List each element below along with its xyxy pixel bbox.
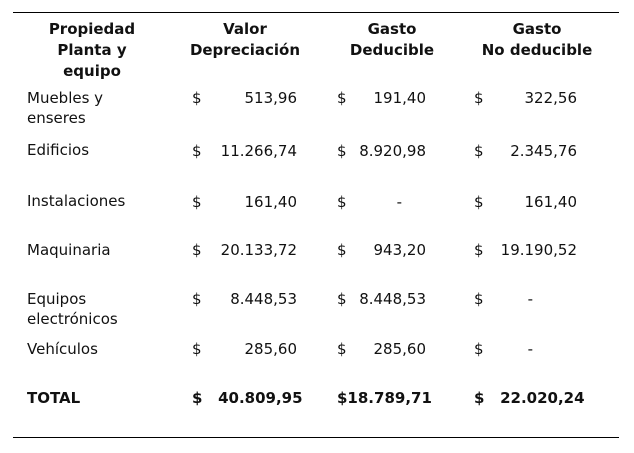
currency-symbol: $ — [474, 241, 484, 259]
currency-symbol: $ — [337, 142, 347, 160]
currency-symbol: $ — [337, 290, 347, 308]
table-row-label: Vehículos — [27, 340, 98, 358]
valor-depreciacion-value: 513,96 — [244, 89, 298, 107]
currency-symbol: $ — [337, 193, 347, 211]
table-row-label: Instalaciones — [27, 192, 126, 210]
currency-symbol: $ — [337, 89, 347, 107]
table-bottom-rule — [13, 437, 619, 438]
currency-symbol: $ — [192, 340, 202, 358]
valor-depreciacion-value: 285,60 — [244, 340, 298, 358]
total-valor-depreciacion: $ 40.809,95 — [192, 389, 303, 407]
currency-symbol: $ — [474, 290, 484, 308]
table-row-label: Equipos electrónicos — [27, 290, 118, 328]
currency-symbol: $ — [192, 89, 202, 107]
total-gasto-no-deducible: $ 22.020,24 — [474, 389, 585, 407]
table-top-rule — [13, 12, 619, 13]
valor-depreciacion-value: 161,40 — [244, 193, 298, 211]
header-propiedad: Propiedad Planta y equipo — [48, 20, 136, 80]
valor-depreciacion-value: 11.266,74 — [220, 142, 297, 160]
gasto-deducible-value: - — [396, 193, 402, 211]
table-row-label: Edificios — [27, 141, 90, 159]
gasto-deducible-value: 8.448,53 — [359, 290, 426, 308]
gasto-deducible-value: 191,40 — [373, 89, 427, 107]
header-gasto-deducible: Gasto Deducible — [349, 20, 435, 59]
gasto-no-deducible-value: 322,56 — [524, 89, 578, 107]
gasto-no-deducible-value: 19.190,52 — [500, 241, 577, 259]
currency-symbol: $ — [474, 142, 484, 160]
gasto-no-deducible-value: 2.345,76 — [510, 142, 577, 160]
header-valor-depreciacion: Valor Depreciación — [189, 20, 301, 59]
gasto-no-deducible-value: 161,40 — [524, 193, 578, 211]
total-label: TOTAL — [27, 389, 81, 407]
table-row-label: Muebles y enseres — [27, 89, 104, 127]
currency-symbol: $ — [192, 193, 202, 211]
currency-symbol: $ — [474, 89, 484, 107]
currency-symbol: $ — [192, 142, 202, 160]
currency-symbol: $ — [192, 290, 202, 308]
currency-symbol: $ — [192, 241, 202, 259]
currency-symbol: $ — [474, 340, 484, 358]
table-row-label: Maquinaria — [27, 241, 111, 259]
gasto-deducible-value: 8.920,98 — [359, 142, 426, 160]
gasto-no-deducible-value: - — [527, 340, 533, 358]
currency-symbol: $ — [337, 241, 347, 259]
currency-symbol: $ — [337, 340, 347, 358]
gasto-deducible-value: 943,20 — [373, 241, 427, 259]
gasto-no-deducible-value: - — [527, 290, 533, 308]
currency-symbol: $ — [474, 193, 484, 211]
valor-depreciacion-value: 8.448,53 — [230, 290, 297, 308]
header-gasto-no-deducible: Gasto No deducible — [481, 20, 593, 59]
gasto-deducible-value: 285,60 — [373, 340, 427, 358]
valor-depreciacion-value: 20.133,72 — [220, 241, 297, 259]
total-gasto-deducible: $18.789,71 — [337, 389, 432, 407]
